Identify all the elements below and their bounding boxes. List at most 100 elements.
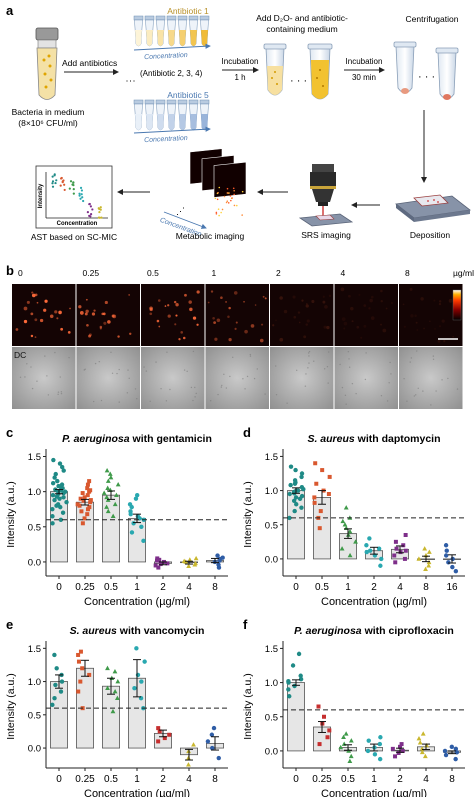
data-point bbox=[82, 516, 87, 521]
chart-title: P. aeruginosa with ciprofloxacin bbox=[294, 625, 454, 637]
panel-a-workflow: a Bacteria in medium (8×10⁶ CFU/ml) Add … bbox=[6, 3, 471, 242]
data-point bbox=[158, 562, 163, 567]
data-point bbox=[87, 479, 92, 484]
y-tick-label: 0.0 bbox=[265, 554, 278, 565]
y-tick-label: 0.5 bbox=[265, 520, 278, 531]
charts-container: c P. aeruginosa with gentamicin 0.0 0.5 1.0 1… bbox=[5, 425, 465, 797]
data-point bbox=[378, 735, 383, 740]
data-point bbox=[110, 513, 116, 519]
data-point bbox=[293, 467, 298, 473]
deposition-slide-icon bbox=[395, 194, 471, 222]
dc-image bbox=[205, 347, 269, 409]
data-point bbox=[316, 704, 321, 709]
data-point bbox=[104, 504, 109, 509]
x-tick-label: 8 bbox=[212, 582, 218, 593]
data-point bbox=[312, 500, 317, 505]
deposition-label: Deposition bbox=[410, 230, 450, 240]
antibiotic-5-label: Antibiotic 5 bbox=[167, 90, 209, 100]
data-point bbox=[142, 659, 147, 664]
data-point bbox=[110, 708, 116, 714]
well-tube-icon bbox=[177, 15, 188, 47]
colorbar: 2162 cm⁻¹ bbox=[452, 290, 474, 321]
x-tick-label: 2 bbox=[160, 774, 166, 785]
data-point bbox=[80, 521, 85, 526]
data-point bbox=[61, 490, 66, 496]
x-tick-label: 0.25 bbox=[75, 774, 95, 785]
chart-panel-f: f P. aeruginosa with ciprofloxacin 0.0 0.5 1… bbox=[242, 617, 465, 797]
data-point bbox=[291, 498, 297, 504]
chart-title: P. aeruginosa with gentamicin bbox=[62, 433, 212, 445]
data-point bbox=[104, 467, 110, 473]
data-point bbox=[299, 474, 304, 480]
data-point bbox=[167, 732, 172, 737]
data-point bbox=[105, 508, 111, 514]
x-tick-label: 1 bbox=[345, 582, 351, 593]
data-point bbox=[364, 543, 369, 548]
data-point bbox=[299, 471, 305, 476]
x-tick-label: 0.5 bbox=[104, 774, 118, 785]
data-point bbox=[78, 496, 83, 501]
panel-b-unit: µg/ml bbox=[453, 268, 474, 278]
data-point bbox=[129, 530, 135, 535]
data-point bbox=[80, 666, 85, 671]
data-point bbox=[402, 556, 407, 561]
data-point bbox=[367, 548, 373, 553]
data-point bbox=[114, 492, 119, 497]
data-point bbox=[403, 548, 408, 553]
data-point bbox=[133, 496, 139, 501]
data-point bbox=[379, 556, 384, 562]
data-point bbox=[87, 505, 92, 510]
data-point bbox=[186, 762, 191, 767]
data-point bbox=[181, 558, 187, 564]
data-point bbox=[453, 746, 459, 752]
concentration-label: 8 bbox=[405, 268, 410, 278]
data-point bbox=[54, 494, 60, 499]
data-point bbox=[156, 739, 161, 744]
data-point bbox=[325, 735, 330, 740]
y-tick-label: 0.0 bbox=[265, 746, 278, 757]
data-point bbox=[424, 742, 430, 748]
data-point bbox=[423, 566, 428, 571]
data-point bbox=[132, 686, 137, 691]
ast-concentration-axis: Concentration bbox=[57, 221, 98, 227]
concentration-arrow-metabolic bbox=[163, 211, 207, 229]
data-point bbox=[419, 749, 425, 755]
data-point bbox=[58, 689, 64, 694]
y-axis-label: Intensity (a.u.) bbox=[5, 481, 17, 548]
data-point bbox=[157, 729, 162, 734]
data-point bbox=[59, 464, 65, 470]
data-point bbox=[341, 734, 346, 740]
add-antibiotics-label: Add antibiotics bbox=[62, 58, 117, 68]
data-point bbox=[450, 564, 455, 570]
x-tick-label: 4 bbox=[423, 774, 429, 785]
x-axis-label: Concentration (µg/ml) bbox=[84, 596, 190, 608]
data-point bbox=[87, 672, 92, 677]
data-point bbox=[446, 560, 451, 565]
data-point bbox=[105, 485, 111, 490]
data-point bbox=[127, 502, 133, 507]
data-point bbox=[401, 543, 406, 548]
data-point bbox=[298, 673, 303, 678]
panel-label: f bbox=[243, 617, 248, 632]
d2o-tube-right-icon bbox=[307, 43, 333, 100]
y-tick-label: 1.5 bbox=[28, 452, 41, 463]
y-tick-label: 1.5 bbox=[265, 452, 278, 463]
y-tick-label: 0.5 bbox=[265, 712, 278, 723]
data-point bbox=[318, 509, 323, 514]
data-point bbox=[154, 558, 159, 563]
concentration-arrow-bottom bbox=[133, 126, 211, 134]
data-point bbox=[50, 481, 56, 486]
dc-image bbox=[399, 347, 463, 409]
data-point bbox=[377, 756, 383, 762]
chart-title: S. aureus with daptomycin bbox=[307, 433, 440, 445]
data-point bbox=[51, 457, 56, 463]
well-tube-icon bbox=[133, 99, 144, 131]
x-axis-label: Concentration (µg/ml) bbox=[321, 596, 427, 608]
data-point bbox=[416, 556, 422, 561]
panel-label: c bbox=[6, 425, 13, 440]
data-point bbox=[153, 563, 158, 568]
data-point bbox=[104, 494, 110, 500]
data-point bbox=[422, 546, 428, 551]
well-tube-icon bbox=[133, 15, 144, 47]
centrifuge-tube-right-icon bbox=[435, 47, 459, 100]
